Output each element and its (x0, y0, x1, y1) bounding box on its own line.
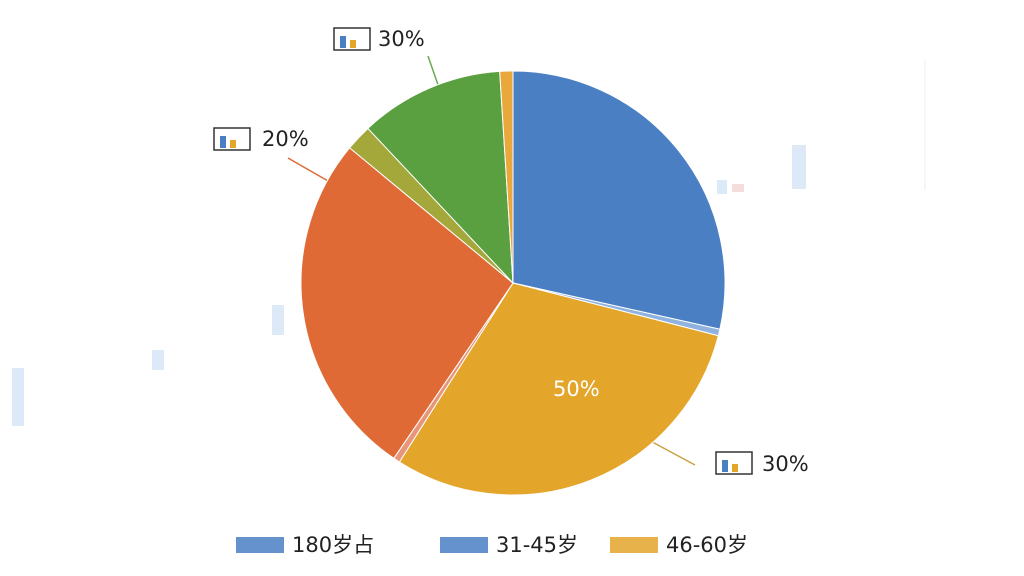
pie (300, 70, 726, 496)
legend-label: 46-60岁 (666, 533, 748, 557)
annotations: 30% 20% 50% 30% (213, 27, 809, 476)
annotation-icon (213, 127, 251, 151)
annotation-label: 20% (262, 127, 309, 151)
annotation-icon (350, 40, 356, 48)
annotation-icon (722, 460, 728, 472)
annotation-label: 30% (378, 27, 425, 51)
legend-swatch (236, 537, 284, 553)
annotation-icon (715, 451, 753, 475)
annotation-icon (333, 27, 371, 51)
annotation-icon (732, 464, 738, 472)
legend: 180岁占 31-45岁 46-60岁 (236, 533, 748, 557)
legend-swatch (440, 537, 488, 553)
pie-slice (499, 70, 514, 284)
annotation-label: 50% (553, 377, 600, 401)
pie-slice (398, 282, 719, 496)
legend-label: 180岁占 (292, 533, 374, 557)
legend-label: 31-45岁 (496, 533, 578, 557)
annotation-icon (230, 140, 236, 148)
legend-swatch (610, 537, 658, 553)
pie-slice (300, 147, 514, 460)
pie-slice (367, 70, 514, 285)
annotation-icon (220, 136, 226, 148)
background-decoration (12, 60, 926, 426)
pie-slice (512, 70, 726, 330)
annotation-icon (340, 36, 346, 48)
annotation-label: 30% (762, 452, 809, 476)
